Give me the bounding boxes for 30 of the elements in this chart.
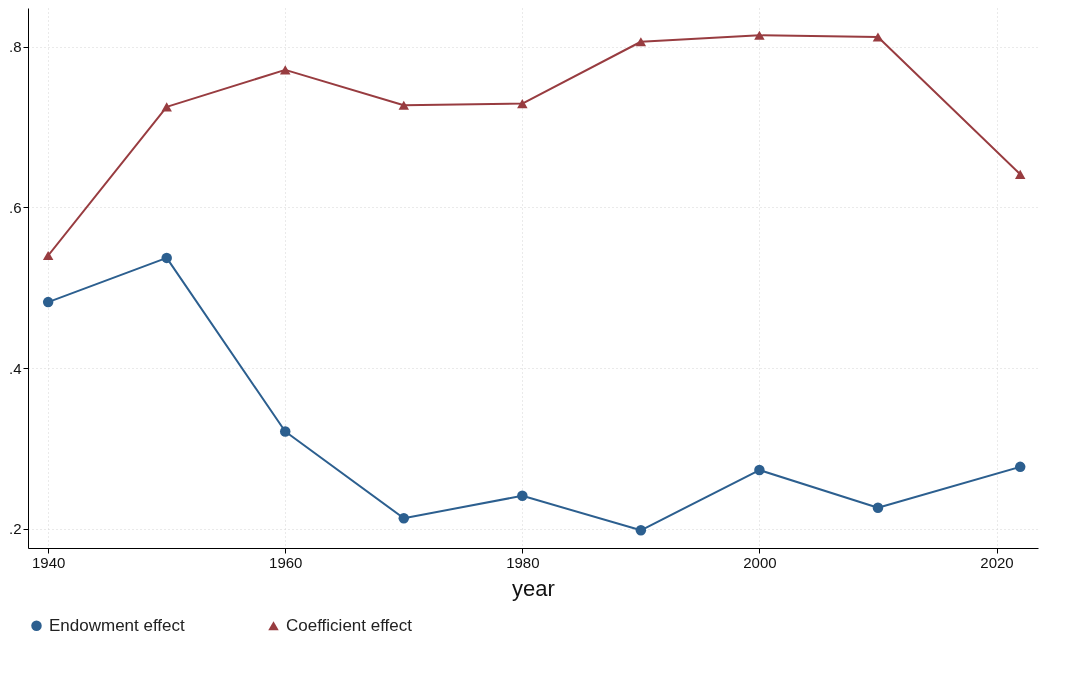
y-tick-label: .8 bbox=[8, 38, 22, 56]
point bbox=[635, 37, 647, 47]
x-tick-label: 1940 bbox=[31, 553, 66, 571]
point bbox=[872, 502, 884, 514]
x-tick-label: 1960 bbox=[269, 553, 303, 571]
point bbox=[754, 30, 765, 40]
point bbox=[1014, 169, 1026, 179]
point bbox=[517, 99, 528, 109]
point bbox=[635, 525, 647, 536]
legend-label: Endowment effect bbox=[49, 615, 186, 635]
point bbox=[161, 102, 172, 112]
x-tick-label: 2000 bbox=[743, 553, 777, 571]
point bbox=[398, 513, 410, 524]
point bbox=[280, 65, 291, 75]
y-tick-label: .2 bbox=[8, 520, 22, 538]
y-tick-label: .4 bbox=[8, 359, 22, 377]
point bbox=[872, 32, 884, 42]
legend-label: Coefficient effect bbox=[286, 615, 413, 635]
point bbox=[280, 426, 291, 437]
point bbox=[754, 464, 765, 476]
point bbox=[161, 252, 172, 264]
x-tick-label: 1980 bbox=[506, 553, 540, 571]
point bbox=[517, 490, 528, 501]
point bbox=[1014, 461, 1026, 473]
y-tick-label: .6 bbox=[8, 198, 22, 216]
point bbox=[398, 100, 410, 110]
point bbox=[42, 296, 54, 308]
point bbox=[42, 250, 54, 261]
x-tick-label: 2020 bbox=[980, 553, 1014, 571]
x-axis-title: year bbox=[512, 575, 555, 601]
